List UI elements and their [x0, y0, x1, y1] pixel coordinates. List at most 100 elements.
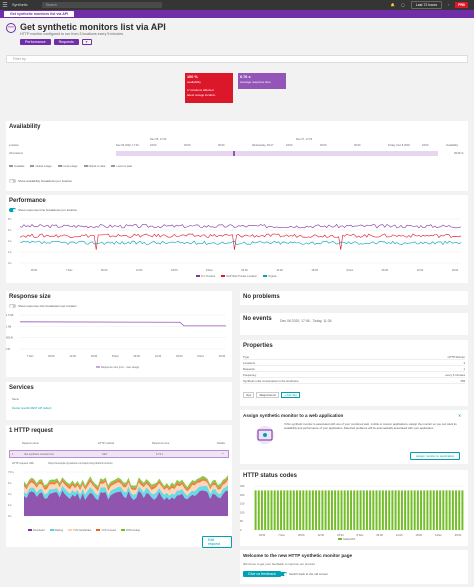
status-bar[interactable] — [305, 490, 308, 530]
status-bar[interactable] — [448, 490, 451, 530]
status-bar[interactable] — [423, 490, 426, 530]
chevron-right-icon[interactable]: › — [448, 3, 450, 7]
service-link[interactable]: Render specific REST API (labs/s) — [12, 407, 52, 410]
status-bar[interactable] — [311, 490, 314, 530]
toggle-switch[interactable] — [9, 179, 16, 183]
environment-badge[interactable]: PR0 — [455, 2, 468, 8]
availability-bar[interactable] — [116, 151, 438, 156]
tag-chip[interactable]: Ops — [243, 392, 255, 398]
close-icon[interactable]: ✕ — [458, 413, 462, 418]
status-bar[interactable] — [321, 490, 324, 530]
status-bar[interactable] — [429, 490, 432, 530]
status-bar[interactable] — [295, 490, 298, 530]
status-bar[interactable] — [426, 490, 429, 530]
status-bar[interactable] — [343, 490, 346, 530]
availability-dip-marker[interactable] — [233, 151, 235, 156]
status-bar[interactable] — [286, 490, 289, 530]
status-bar[interactable] — [264, 490, 267, 530]
status-bar[interactable] — [346, 490, 349, 530]
feedback-button[interactable]: Give us feedback — [243, 571, 281, 577]
filter-input[interactable]: Filter by — [6, 55, 468, 63]
http-status-chart[interactable]: 250 200 150 100 50 0 18:00 7 Dec 06:00 12:00 18:00… — [240, 482, 468, 538]
user-icon[interactable]: ◯ — [400, 3, 405, 7]
status-bar[interactable] — [280, 490, 283, 530]
status-bar[interactable] — [299, 490, 302, 530]
status-bar[interactable] — [439, 490, 442, 530]
performance-button[interactable]: Performance — [20, 39, 51, 45]
add-tag-button[interactable]: + Add Tag — [281, 392, 300, 398]
status-bar[interactable] — [435, 490, 438, 530]
status-bar[interactable] — [416, 490, 419, 530]
availability-tile[interactable]: 100 % availability 1/ locations affected… — [185, 73, 233, 103]
status-bar[interactable] — [410, 490, 413, 530]
status-bar[interactable] — [270, 490, 273, 530]
status-bar[interactable] — [369, 490, 372, 530]
status-bar[interactable] — [388, 490, 391, 530]
status-bar[interactable] — [324, 490, 327, 530]
status-bar[interactable] — [378, 490, 381, 530]
status-bar[interactable] — [381, 490, 384, 530]
performance-series-line[interactable] — [19, 240, 462, 246]
status-bar[interactable] — [260, 490, 263, 530]
status-bar[interactable] — [276, 490, 279, 530]
availability-breakdown-toggle[interactable]: Show availability breakdown per location — [9, 179, 72, 183]
request-row[interactable]: 1 Get synthetic monitors list GET 6.73 s… — [9, 450, 229, 458]
performance-series-line[interactable] — [19, 223, 462, 229]
response-size-chart[interactable]: 1.5 kB 1 kB 500 B 0 B 7 Dec 06:00 12:00 18:00 8 … — [6, 311, 232, 363]
status-bar[interactable] — [404, 490, 407, 530]
status-bar[interactable] — [356, 490, 359, 530]
status-bar[interactable] — [292, 490, 295, 530]
response-size-toggle[interactable]: Show response size breakdown per locatio… — [9, 304, 77, 308]
status-bar[interactable] — [353, 490, 356, 530]
assign-button[interactable]: Assign monitor to application — [410, 452, 461, 460]
status-bar[interactable] — [397, 490, 400, 530]
status-bar[interactable] — [394, 490, 397, 530]
status-bar[interactable] — [359, 490, 362, 530]
tag-chip[interactable]: dttags:banner — [256, 392, 280, 398]
status-bar[interactable] — [254, 490, 257, 530]
status-bar[interactable] — [273, 490, 276, 530]
response-size-line[interactable] — [19, 321, 226, 327]
status-bar[interactable] — [451, 490, 454, 530]
status-bar[interactable] — [302, 490, 305, 530]
edit-request-button[interactable]: Edit request — [202, 536, 232, 548]
toggle-switch[interactable] — [280, 572, 287, 576]
performance-chart[interactable]: 8 s 6 s 4 s 2 s 0 s 18:00 7 Dec 06:00 12:00 18:00… — [6, 215, 468, 275]
search-input[interactable]: Search — [41, 2, 162, 8]
toggle-switch[interactable] — [9, 208, 16, 212]
timing-area-4[interactable] — [24, 475, 228, 490]
timeframe-selector[interactable]: Last 72 hours — [410, 1, 443, 9]
status-bar[interactable] — [330, 490, 333, 530]
status-bar[interactable] — [432, 490, 435, 530]
performance-series-line[interactable] — [19, 233, 462, 250]
status-bar[interactable] — [308, 490, 311, 530]
tab-monitor[interactable]: Get synthetic monitors list via API — [4, 11, 75, 17]
status-bar[interactable] — [267, 490, 270, 530]
status-bar[interactable] — [442, 490, 445, 530]
status-bar[interactable] — [445, 490, 448, 530]
timing-area-0[interactable] — [24, 490, 228, 516]
status-bar[interactable] — [315, 490, 318, 530]
status-bar[interactable] — [375, 490, 378, 530]
breadcrumb[interactable]: Synthetic — [12, 3, 28, 7]
chevron-up-icon[interactable]: ⌃ — [221, 452, 225, 457]
timing-area-3[interactable] — [24, 477, 228, 492]
status-bar[interactable] — [289, 490, 292, 530]
status-bar[interactable] — [362, 490, 365, 530]
status-bar[interactable] — [407, 490, 410, 530]
request-timing-chart[interactable]: 7.8 s 6 s 4 s 2 s 0 s — [6, 468, 232, 528]
status-bar[interactable] — [318, 490, 321, 530]
more-button[interactable]: ▾ — [81, 39, 92, 45]
status-bar[interactable] — [420, 490, 423, 530]
status-bar[interactable] — [340, 490, 343, 530]
status-bar[interactable] — [334, 490, 337, 530]
old-screen-toggle[interactable]: Switch back to the old screen — [280, 572, 328, 576]
status-bar[interactable] — [283, 490, 286, 530]
status-bar[interactable] — [385, 490, 388, 530]
status-bar[interactable] — [337, 490, 340, 530]
menu-icon[interactable]: ☰ — [2, 2, 8, 9]
requests-button[interactable]: Requests — [53, 39, 79, 45]
toggle-switch[interactable] — [9, 304, 16, 308]
timing-area-1[interactable] — [24, 485, 228, 501]
status-bar[interactable] — [365, 490, 368, 530]
